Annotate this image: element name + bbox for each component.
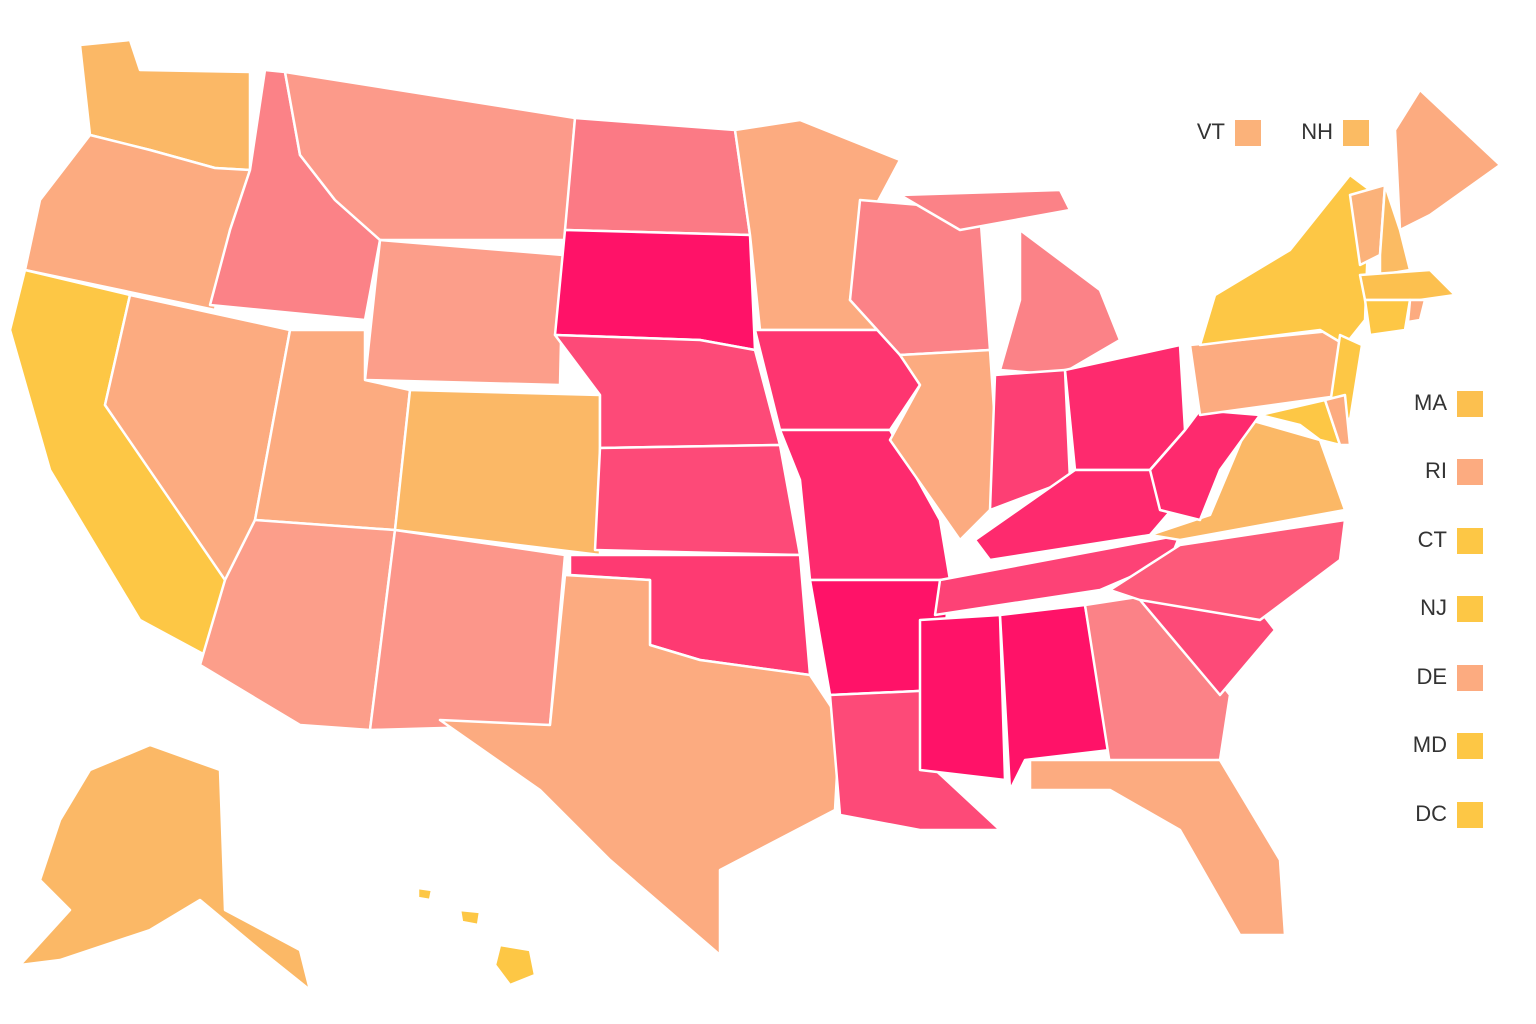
state-swatch: [1457, 596, 1483, 622]
state: [553, 228, 757, 352]
state-label: DE: [1416, 664, 1447, 689]
state-swatch: [1457, 665, 1483, 691]
state-label: MA: [1414, 390, 1447, 415]
state-swatch: [1457, 528, 1483, 554]
state-swatch: [1457, 459, 1483, 485]
state: [998, 603, 1112, 792]
state-label: DC: [1415, 801, 1447, 826]
state: [363, 238, 565, 387]
state: [563, 116, 752, 237]
state: [1198, 173, 1372, 347]
state: [416, 886, 434, 902]
state: [18, 743, 312, 992]
state: [898, 188, 1072, 232]
state: [493, 943, 537, 987]
state: [1028, 758, 1287, 937]
states: [8, 38, 1502, 992]
state-label: VT: [1197, 119, 1225, 144]
state: [998, 228, 1122, 377]
state: [1148, 408, 1262, 522]
state: [1108, 518, 1347, 622]
state-label: NH: [1301, 119, 1333, 144]
state: [393, 388, 602, 557]
state-swatch: [1343, 120, 1369, 146]
state: [1363, 298, 1412, 337]
state: [1258, 398, 1342, 447]
state: [1358, 268, 1457, 302]
state: [1406, 298, 1427, 324]
state-label: NJ: [1420, 595, 1447, 620]
state-label: CT: [1418, 527, 1447, 552]
state-swatch: [1235, 120, 1261, 146]
small-state-labels: VT NH MA RI CT NJ DE MD DC: [1197, 119, 1483, 828]
state: [888, 348, 1002, 542]
state: [368, 528, 567, 732]
state-label: MD: [1413, 732, 1447, 757]
state-swatch: [1457, 391, 1483, 417]
state-swatch: [1457, 733, 1483, 759]
state: [1393, 88, 1502, 232]
state: [918, 613, 1007, 782]
state: [438, 573, 842, 957]
state: [1323, 393, 1352, 447]
state-swatch: [1457, 802, 1483, 828]
state: [458, 908, 482, 927]
state: [593, 443, 802, 557]
state-label: RI: [1425, 458, 1447, 483]
